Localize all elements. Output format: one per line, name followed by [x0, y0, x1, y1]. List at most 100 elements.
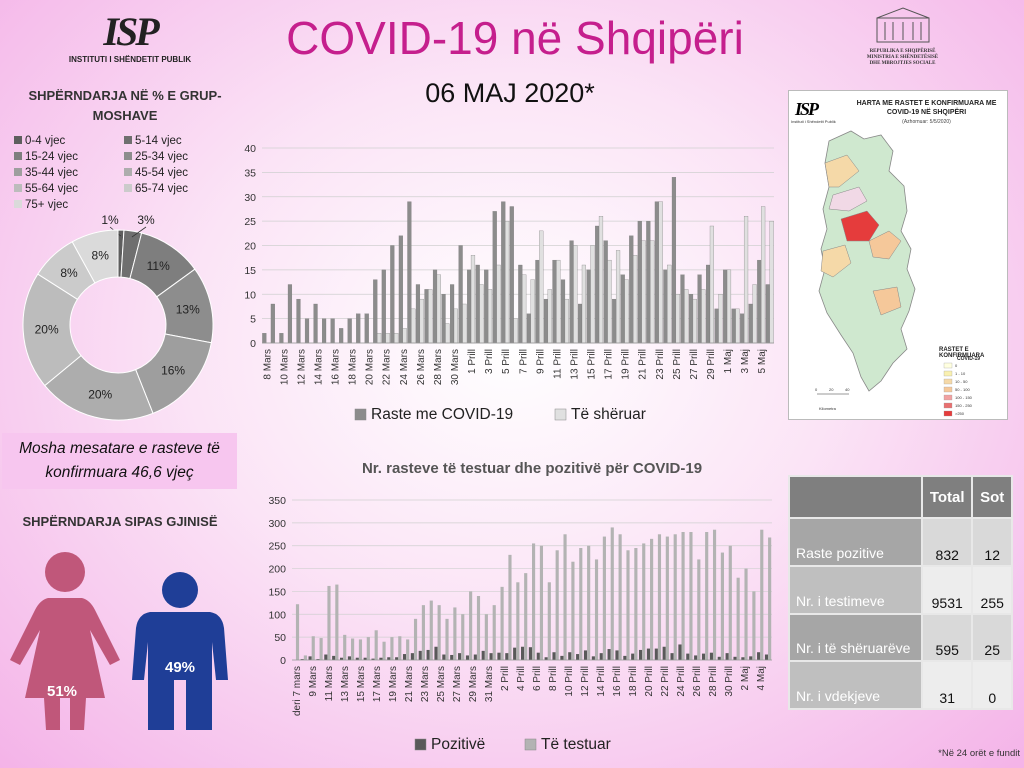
table-row: Nr. i testimeve 9531 255 — [788, 564, 1013, 615]
male-icon: 49% — [132, 572, 228, 730]
bar — [465, 655, 470, 660]
bar — [697, 559, 701, 660]
bar — [748, 303, 753, 344]
bar — [576, 654, 580, 660]
legend-label: 0-4 vjec — [25, 135, 66, 147]
bar — [487, 289, 493, 344]
table-row: Nr. i të shëruarëve 595 25 — [788, 612, 1013, 663]
x-tick-label: 1 Prill — [467, 349, 478, 374]
bar — [733, 656, 737, 660]
bar — [518, 264, 523, 344]
bar — [712, 529, 717, 660]
bar — [749, 656, 753, 660]
bar — [673, 534, 677, 660]
isp-logo: ISP INSTITUTI I SHËNDETIT PUBLIK — [55, 12, 205, 72]
bar — [508, 554, 512, 660]
footnote: *Në 24 orët e fundit — [938, 748, 1020, 759]
bar — [407, 201, 412, 344]
bar — [513, 647, 517, 660]
gender-figures: 51% 49% — [10, 552, 228, 730]
bar — [419, 298, 424, 344]
y-tick-label: 40 — [244, 143, 256, 155]
bar — [445, 323, 450, 344]
bar — [629, 235, 634, 344]
bar — [543, 298, 549, 344]
legend-label: 15-24 vjec — [25, 151, 79, 163]
bar — [481, 650, 485, 660]
legend-swatch — [414, 738, 427, 751]
donut-slice-label: 8% — [92, 249, 110, 263]
bar — [658, 201, 663, 344]
x-tick-label: 9 Prill — [535, 349, 546, 374]
bar — [366, 637, 370, 660]
legend-label: Pozitivë — [431, 736, 485, 753]
x-tick-label: 23 Mars — [420, 666, 431, 702]
bar — [385, 333, 390, 344]
bar — [560, 655, 564, 660]
bar — [322, 318, 327, 344]
bar — [744, 568, 748, 660]
x-tick-label: 29 Mars — [468, 666, 479, 702]
x-tick-label: 22 Mars — [382, 349, 393, 385]
y-tick-label: 150 — [268, 586, 286, 598]
legend-swatch — [124, 152, 132, 160]
svg-text:100 - 150: 100 - 150 — [955, 395, 973, 400]
bar — [663, 269, 668, 344]
map-scale-label: Kilometra — [819, 406, 836, 411]
y-tick-label: 15 — [244, 265, 256, 277]
donut-slice-label: 8% — [60, 266, 78, 280]
bar — [689, 532, 693, 660]
x-tick-label: 26 Prill — [692, 666, 703, 697]
x-tick-label: 30 Prill — [724, 666, 735, 697]
bar — [697, 274, 702, 344]
bar — [467, 269, 472, 344]
bar — [379, 657, 383, 660]
bar — [462, 303, 467, 344]
bar — [581, 264, 586, 344]
bar — [347, 656, 352, 660]
legend-label: 35-44 vjec — [25, 167, 79, 179]
age-legend-item: 25-34 vjec — [124, 151, 188, 163]
bar — [530, 279, 535, 344]
x-tick-label: 18 Mars — [348, 349, 359, 385]
bar — [406, 639, 410, 660]
bar — [678, 644, 682, 660]
bar — [612, 298, 617, 344]
bar — [343, 634, 347, 660]
bar — [539, 545, 544, 660]
legend-swatch — [14, 136, 22, 144]
svg-text:20: 20 — [829, 387, 834, 392]
bar — [524, 573, 528, 660]
bar — [573, 245, 578, 344]
bar — [429, 600, 433, 660]
legend-swatch — [354, 408, 367, 421]
table-row: Nr. i vdekjeve 31 0 — [788, 660, 1013, 710]
bar — [520, 646, 525, 660]
bar — [681, 532, 685, 660]
gender-distribution-title: SHPËRNDARJA SIPAS GJINISË — [22, 514, 218, 529]
bar — [598, 216, 604, 344]
map-shape: 0 1 - 10 10 - 50 50 - 100 100 - 150 150 … — [815, 130, 973, 417]
bar — [509, 206, 514, 344]
bar — [726, 269, 732, 344]
bar — [453, 607, 457, 660]
bar — [544, 657, 548, 660]
row-today: 12 — [971, 517, 1013, 567]
bar — [757, 652, 761, 660]
svg-text:1 - 10: 1 - 10 — [955, 371, 966, 376]
x-tick-label: 3 Maj — [740, 349, 751, 373]
bar — [662, 646, 666, 660]
bar — [740, 313, 745, 344]
female-percent: 51% — [47, 683, 77, 700]
bar — [522, 274, 527, 344]
bar — [639, 649, 643, 660]
bar — [496, 264, 501, 344]
bar — [330, 318, 335, 344]
isp-logo-name: INSTITUTI I SHËNDETIT PUBLIK — [68, 55, 192, 64]
bar — [725, 653, 729, 660]
age-legend-item: 55-64 vjec — [14, 183, 78, 195]
bar — [752, 591, 756, 660]
bar — [634, 548, 638, 660]
bar — [552, 259, 557, 344]
bar — [642, 543, 646, 660]
